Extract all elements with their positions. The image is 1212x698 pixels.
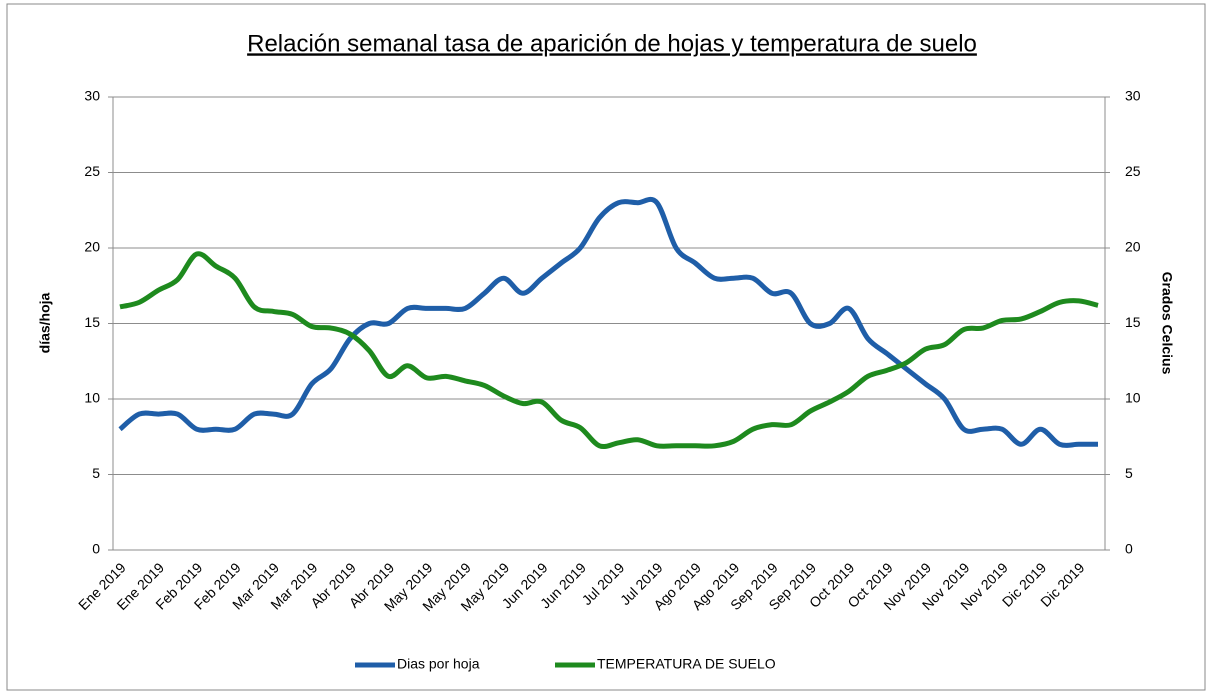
y2-axis-label: Grados Celcius <box>1159 272 1175 375</box>
y-tick-label: 25 <box>84 163 100 179</box>
legend-label: TEMPERATURA DE SUELO <box>597 656 776 672</box>
series-line <box>118 196 1098 448</box>
y2-tick-label: 20 <box>1125 239 1141 255</box>
y-tick-label: 30 <box>84 88 100 104</box>
y-tick-label: 0 <box>92 541 100 557</box>
y2-tick-label: 0 <box>1125 541 1133 557</box>
chart-title: Relación semanal tasa de aparición de ho… <box>247 30 977 57</box>
y-tick-label: 20 <box>84 239 100 255</box>
y2-tick-label: 30 <box>1125 88 1141 104</box>
y-tick-label: 10 <box>84 390 100 406</box>
y2-tick-label: 15 <box>1125 314 1141 330</box>
legend-label: Dias por hoja <box>397 656 480 672</box>
y-tick-label: 5 <box>92 465 100 481</box>
series-line <box>119 251 1099 450</box>
y-axis-label: días/hoja <box>37 292 53 353</box>
chart-frame <box>6 3 1206 691</box>
y2-tick-label: 25 <box>1125 163 1141 179</box>
y2-tick-label: 10 <box>1125 390 1141 406</box>
y2-tick-label: 5 <box>1125 465 1133 481</box>
y-tick-label: 15 <box>84 314 100 330</box>
